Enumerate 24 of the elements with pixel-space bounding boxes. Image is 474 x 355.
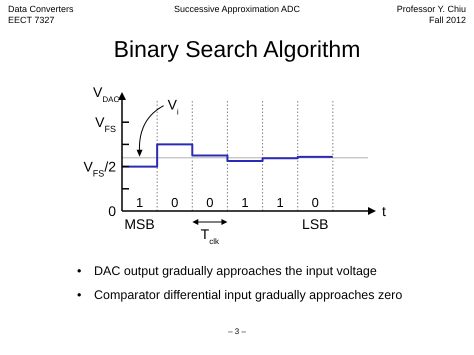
- text: MSB: [124, 216, 155, 232]
- text: Fall 2012: [428, 15, 466, 25]
- annotation: 1: [136, 195, 144, 210]
- ref-line-label: V$_{i}$: [168, 96, 179, 116]
- text: EECT 7327: [8, 15, 54, 25]
- x-axis-title: t: [382, 203, 386, 219]
- text: V$_{FS}$/2: [83, 158, 116, 179]
- text: • Comparator differential input gradually approaches zero: [77, 288, 402, 302]
- text: Data Converters: [8, 4, 74, 14]
- chart-title: Binary Search Algorithm: [112, 36, 362, 63]
- text: T$_{clk}$: [200, 226, 220, 246]
- annotation: 1: [241, 195, 249, 210]
- text: 0: [108, 203, 116, 219]
- text: • DAC output gradually approaches the input voltage: [77, 264, 377, 278]
- text: V$_{FS}$: [95, 114, 116, 134]
- text: Professor Y. Chiu: [396, 4, 466, 14]
- annotation: 1: [276, 195, 284, 210]
- text: LSB: [302, 216, 329, 232]
- y-axis-title: V$_{DAC}$: [93, 84, 120, 104]
- annotation: 0: [206, 195, 214, 210]
- annotation: 0: [171, 195, 178, 210]
- annotation: 0: [312, 195, 319, 210]
- text: – 3 –: [228, 327, 246, 336]
- text: Successive Approximation ADC: [174, 4, 300, 14]
